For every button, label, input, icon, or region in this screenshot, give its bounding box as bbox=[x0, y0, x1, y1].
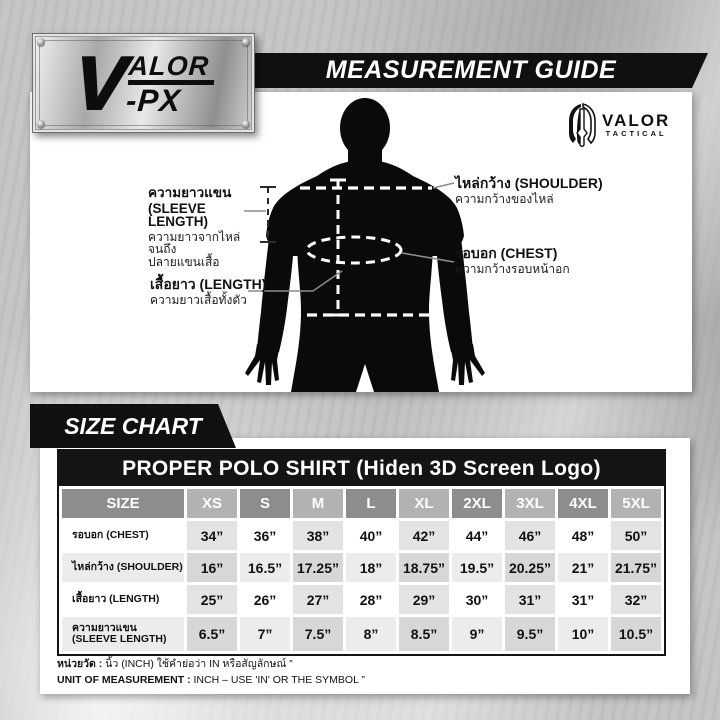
size-value-cell: 16” bbox=[187, 553, 237, 582]
size-value-cell: 21.75” bbox=[611, 553, 661, 582]
size-value-cell: 50” bbox=[611, 521, 661, 550]
table-title: PROPER POLO SHIRT (Hiden 3D Screen Logo) bbox=[59, 451, 664, 486]
size-value-cell: 7” bbox=[240, 617, 290, 651]
sleeve-desc-2: ปลายแขนเสื้อ bbox=[148, 254, 220, 269]
size-value-cell: 31” bbox=[505, 585, 555, 614]
screw-icon bbox=[242, 120, 250, 128]
chest-connector-line bbox=[401, 252, 455, 263]
shoulder-connector-line bbox=[432, 182, 455, 189]
size-value-cell: 48” bbox=[558, 521, 608, 550]
column-header-l: L bbox=[346, 489, 396, 518]
shoulder-desc: ความกว้างของไหล่ bbox=[455, 191, 554, 206]
size-value-cell: 8” bbox=[346, 617, 396, 651]
size-value-cell: 17.25” bbox=[293, 553, 343, 582]
size-value-cell: 32” bbox=[611, 585, 661, 614]
size-value-cell: 28” bbox=[346, 585, 396, 614]
size-value-cell: 10” bbox=[558, 617, 608, 651]
chest-label: รอบอก (CHEST) ความกว้างรอบหน้าอก bbox=[455, 245, 655, 276]
size-value-cell: 31” bbox=[558, 585, 608, 614]
column-header-m: M bbox=[293, 489, 343, 518]
shoulder-label: ไหล่กว้าง (SHOULDER) ความกว้างของไหล่ bbox=[455, 175, 655, 206]
logo-alor: ALOR bbox=[127, 50, 211, 81]
length-title: เสื้อยาว (LENGTH) bbox=[150, 276, 267, 292]
valor-tactical-logo: VALOR TACTICAL bbox=[567, 103, 670, 147]
right-arm bbox=[435, 202, 485, 385]
sleeve-title-th: ความยาวแขน bbox=[148, 185, 232, 200]
unit-note-en: UNIT OF MEASUREMENT : INCH – USE 'IN' OR… bbox=[57, 674, 365, 686]
size-chart-title: SIZE CHART bbox=[64, 412, 202, 439]
size-value-cell: 42” bbox=[399, 521, 449, 550]
screw-icon bbox=[242, 38, 250, 46]
plate-inner-frame bbox=[39, 40, 248, 126]
size-chart-banner: SIZE CHART bbox=[30, 404, 236, 448]
size-value-cell: 34” bbox=[187, 521, 237, 550]
chest-measure-ellipse bbox=[305, 235, 403, 265]
left-arm bbox=[245, 202, 295, 385]
size-table-grid: SIZE XS S M L XL 2XL 3XL 4XL 5XL รอบอก (CHEST) 34” 3… bbox=[59, 486, 664, 654]
size-value-cell: 18” bbox=[346, 553, 396, 582]
measurement-guide-title: MEASUREMENT GUIDE bbox=[325, 56, 617, 84]
size-value-cell: 40” bbox=[346, 521, 396, 550]
unit-notes: หน่วยวัด : นิ้ว (INCH) ใช้คำย่อว่า IN หร… bbox=[57, 656, 365, 688]
column-header-xl: XL bbox=[399, 489, 449, 518]
annotation-lines bbox=[244, 182, 455, 292]
row-label: เสื้อยาว (LENGTH) bbox=[62, 585, 184, 614]
size-value-cell: 10.5” bbox=[611, 617, 661, 651]
size-chart-card: PROPER POLO SHIRT (Hiden 3D Screen Logo)… bbox=[40, 438, 690, 694]
size-value-cell: 8.5” bbox=[399, 617, 449, 651]
sleeve-desc-1: ความยาวจากไหล่จนถึง bbox=[148, 229, 241, 256]
brand-plate: V ALOR -PX bbox=[32, 33, 255, 133]
column-header-2xl: 2XL bbox=[452, 489, 502, 518]
logo-v: V bbox=[70, 39, 129, 127]
size-value-cell: 36” bbox=[240, 521, 290, 550]
valor-px-logo: V ALOR -PX bbox=[30, 34, 258, 132]
size-value-cell: 21” bbox=[558, 553, 608, 582]
unit-note-th: หน่วยวัด : นิ้ว (INCH) ใช้คำย่อว่า IN หร… bbox=[57, 658, 293, 670]
column-header-3xl: 3XL bbox=[505, 489, 555, 518]
column-header-5xl: 5XL bbox=[611, 489, 661, 518]
size-value-cell: 20.25” bbox=[505, 553, 555, 582]
size-table: PROPER POLO SHIRT (Hiden 3D Screen Logo)… bbox=[57, 449, 666, 656]
size-value-cell: 16.5” bbox=[240, 553, 290, 582]
spartan-helmet-icon bbox=[569, 103, 596, 147]
screw-icon bbox=[37, 120, 45, 128]
chest-desc: ความกว้างรอบหน้าอก bbox=[455, 261, 570, 276]
size-value-cell: 29” bbox=[399, 585, 449, 614]
valor-wordmark: VALOR bbox=[602, 111, 671, 130]
size-value-cell: 26” bbox=[240, 585, 290, 614]
tactical-wordmark: TACTICAL bbox=[605, 129, 667, 138]
screw-icon bbox=[37, 38, 45, 46]
length-label: เสื้อยาว (LENGTH) ความยาวเสื้อทั้งตัว bbox=[150, 276, 270, 307]
column-header-s: S bbox=[240, 489, 290, 518]
logo-px: -PX bbox=[125, 82, 183, 118]
size-value-cell: 9” bbox=[452, 617, 502, 651]
row-label: ไหล่กว้าง (SHOULDER) bbox=[62, 553, 184, 582]
size-value-cell: 38” bbox=[293, 521, 343, 550]
size-value-cell: 46” bbox=[505, 521, 555, 550]
column-header-size: SIZE bbox=[62, 489, 184, 518]
body-silhouette bbox=[245, 98, 485, 392]
sleeve-title-en: (SLEEVE LENGTH) bbox=[148, 200, 208, 229]
size-value-cell: 7.5” bbox=[293, 617, 343, 651]
size-value-cell: 25” bbox=[187, 585, 237, 614]
size-value-cell: 44” bbox=[452, 521, 502, 550]
size-value-cell: 30” bbox=[452, 585, 502, 614]
size-value-cell: 18.75” bbox=[399, 553, 449, 582]
length-connector-line bbox=[248, 270, 343, 292]
column-header-4xl: 4XL bbox=[558, 489, 608, 518]
column-header-xs: XS bbox=[187, 489, 237, 518]
size-value-cell: 19.5” bbox=[452, 553, 502, 582]
length-desc: ความยาวเสื้อทั้งตัว bbox=[150, 292, 247, 307]
size-value-cell: 6.5” bbox=[187, 617, 237, 651]
size-value-cell: 27” bbox=[293, 585, 343, 614]
size-value-cell: 9.5” bbox=[505, 617, 555, 651]
shoulder-title: ไหล่กว้าง (SHOULDER) bbox=[455, 175, 603, 191]
row-label: รอบอก (CHEST) bbox=[62, 521, 184, 550]
row-label: ความยาวแขน (SLEEVE LENGTH) bbox=[62, 617, 184, 651]
sleeve-length-label: ความยาวแขน (SLEEVE LENGTH) ความยาวจากไหล… bbox=[148, 186, 268, 268]
measurement-guide-banner: MEASUREMENT GUIDE bbox=[240, 53, 708, 88]
chest-title: รอบอก (CHEST) bbox=[455, 245, 558, 261]
